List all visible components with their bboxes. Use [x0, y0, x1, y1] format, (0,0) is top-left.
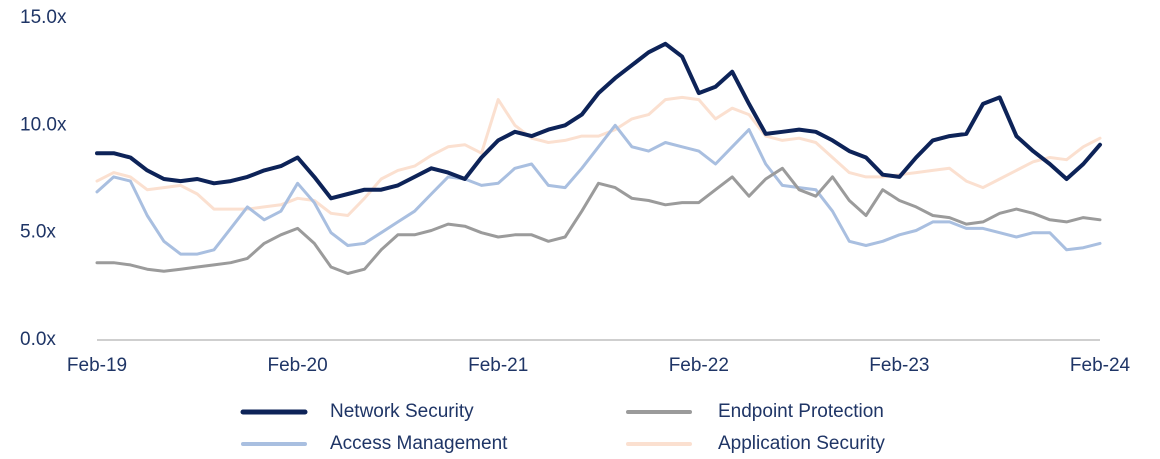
x-tick-label: Feb-19 — [67, 355, 127, 376]
x-tick-label: Feb-23 — [869, 355, 929, 376]
y-tick-label: 0.0x — [20, 329, 56, 350]
y-tick-label: 15.0x — [20, 7, 67, 28]
legend-label: Access Management — [330, 433, 508, 454]
series-line — [95, 95, 1102, 217]
legend: Network Security Endpoint Protection Acces… — [240, 401, 885, 454]
x-tick-label: Feb-21 — [468, 355, 528, 376]
legend-label: Endpoint Protection — [718, 401, 884, 422]
series-line — [95, 166, 1102, 275]
y-tick-label: 5.0x — [20, 222, 56, 243]
series-line — [95, 41, 1102, 201]
series-line — [95, 123, 1102, 256]
x-tick-label: Feb-20 — [267, 355, 327, 376]
x-tick-label: Feb-24 — [1070, 355, 1131, 376]
x-tick-label: Feb-22 — [669, 355, 729, 376]
legend-label: Network Security — [330, 401, 474, 422]
legend-label: Application Security — [718, 433, 885, 454]
y-tick-label: 10.0x — [20, 114, 67, 135]
